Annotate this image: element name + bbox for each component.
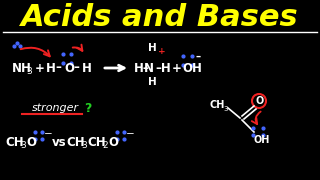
Text: CH: CH [87, 136, 106, 148]
Text: ?: ? [84, 102, 92, 114]
Text: OH: OH [182, 62, 202, 75]
Text: CH: CH [210, 100, 225, 110]
Text: –H: –H [155, 62, 171, 75]
Text: 3: 3 [81, 141, 87, 150]
Text: OH: OH [254, 135, 270, 145]
Text: –: – [55, 62, 61, 75]
Text: H: H [148, 43, 157, 53]
Text: NH: NH [12, 62, 32, 75]
Text: 2: 2 [102, 141, 108, 150]
Text: 3: 3 [20, 141, 26, 150]
Text: +: + [158, 46, 166, 55]
Text: O: O [255, 96, 263, 106]
Text: O: O [108, 136, 118, 148]
Text: H–: H– [134, 62, 150, 75]
Text: CH: CH [66, 136, 84, 148]
Text: −: − [44, 129, 53, 139]
Text: –: – [73, 62, 79, 75]
Text: –: – [196, 52, 201, 62]
Text: 3: 3 [223, 106, 228, 112]
Text: Acids and Bases: Acids and Bases [21, 3, 299, 33]
Text: N: N [144, 62, 154, 75]
Text: 3: 3 [26, 68, 32, 76]
Text: +: + [35, 62, 45, 75]
Text: O: O [64, 62, 74, 75]
Text: O: O [26, 136, 36, 148]
Text: −: − [126, 129, 135, 139]
Text: +: + [172, 62, 182, 75]
Text: H: H [148, 77, 157, 87]
Text: vs: vs [52, 136, 67, 148]
Text: H: H [82, 62, 92, 75]
Text: stronger: stronger [32, 103, 79, 113]
Text: CH: CH [5, 136, 24, 148]
Text: H: H [46, 62, 56, 75]
